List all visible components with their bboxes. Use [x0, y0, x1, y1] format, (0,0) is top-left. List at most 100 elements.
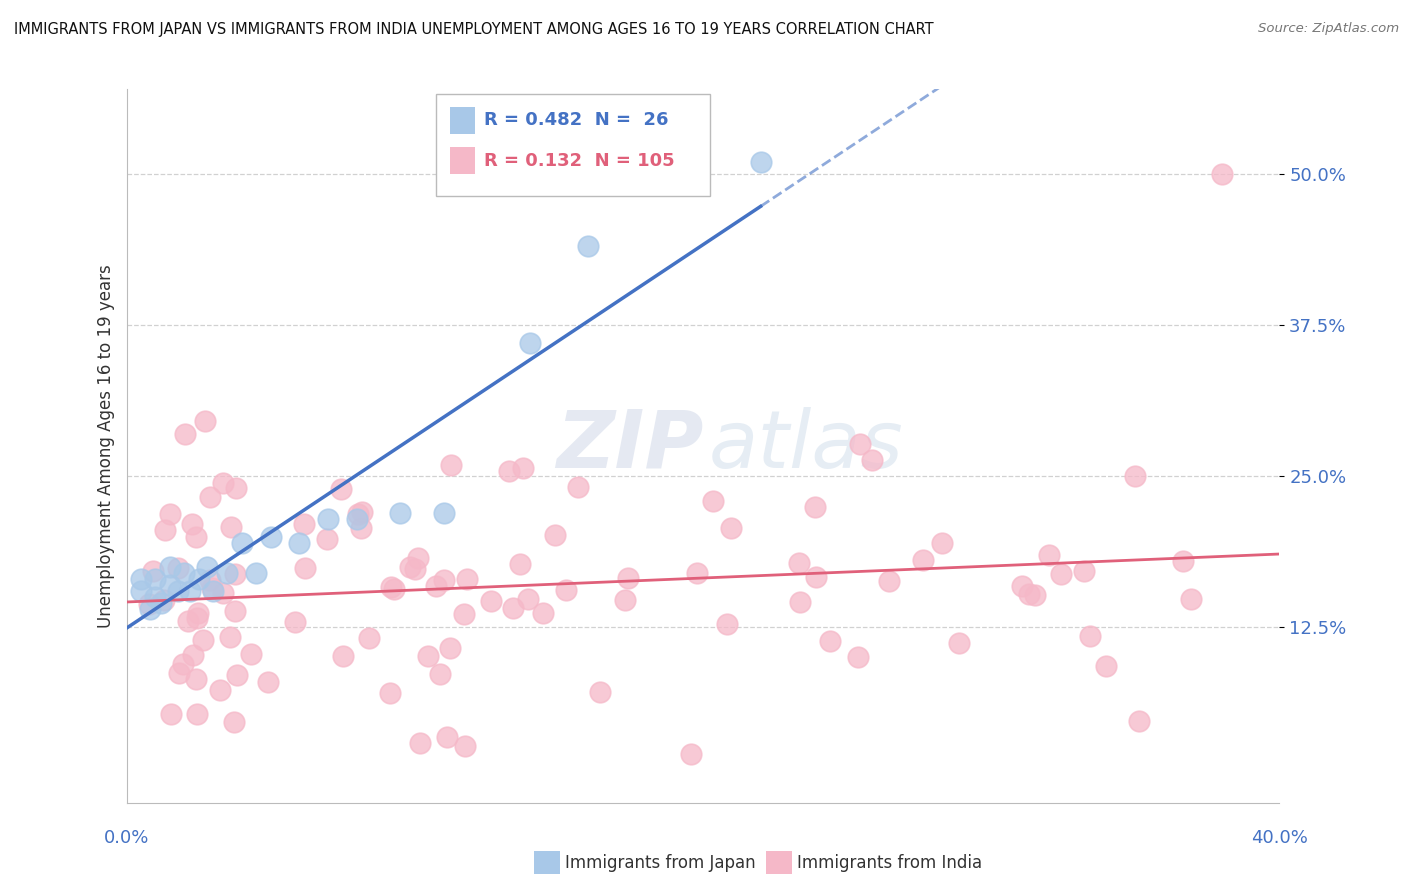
Point [186, 611, 208, 625]
Point [425, 579, 447, 593]
Point [167, 561, 190, 575]
Point [346, 511, 368, 525]
Point [702, 494, 724, 508]
Point [576, 239, 599, 253]
Point [1011, 579, 1033, 593]
Point [224, 567, 246, 582]
Point [519, 336, 541, 351]
Point [456, 572, 478, 586]
Point [406, 550, 429, 565]
Point [479, 594, 502, 608]
Point [218, 631, 240, 645]
Point [409, 736, 432, 750]
Point [159, 578, 181, 592]
Point [225, 481, 247, 495]
Point [382, 582, 405, 597]
Point [567, 480, 589, 494]
Point [350, 521, 373, 535]
Point [294, 561, 316, 575]
Point [380, 580, 402, 594]
Point [209, 682, 232, 697]
Point [129, 572, 152, 586]
Point [159, 707, 181, 722]
Point [440, 458, 463, 472]
Point [686, 566, 709, 580]
Point [211, 586, 233, 600]
Point [789, 595, 811, 609]
Point [416, 648, 439, 663]
Point [224, 604, 246, 618]
Point [315, 532, 337, 546]
Point [152, 592, 174, 607]
Point [202, 584, 225, 599]
Point [142, 564, 165, 578]
Point [436, 730, 458, 744]
Point [804, 569, 827, 583]
Point [720, 521, 742, 535]
Point [589, 685, 612, 699]
Point [389, 506, 412, 520]
Point [225, 667, 247, 681]
Point [948, 636, 970, 650]
Point [217, 566, 239, 580]
Point [288, 535, 311, 549]
Text: Immigrants from Japan: Immigrants from Japan [565, 854, 756, 871]
Point [911, 553, 934, 567]
Point [848, 437, 870, 451]
Point [1024, 588, 1046, 602]
Point [347, 507, 370, 521]
Point [1038, 548, 1060, 562]
Point [1073, 564, 1095, 578]
Point [1180, 591, 1202, 606]
Point [439, 641, 461, 656]
Point [167, 584, 190, 599]
Point [172, 657, 194, 672]
Point [150, 596, 173, 610]
Point [194, 414, 217, 428]
Point [679, 747, 702, 762]
Point [1173, 554, 1195, 568]
Point [846, 650, 869, 665]
Point [181, 648, 204, 662]
Point [818, 633, 841, 648]
Point [245, 566, 267, 580]
Point [145, 590, 166, 604]
Point [284, 615, 307, 630]
Point [145, 572, 166, 586]
Point [804, 500, 827, 515]
Point [180, 516, 202, 531]
Point [179, 584, 201, 599]
Point [1211, 167, 1233, 181]
Text: R = 0.132  N = 105: R = 0.132 N = 105 [484, 152, 675, 169]
Point [138, 597, 160, 611]
Point [177, 614, 200, 628]
Point [512, 461, 534, 475]
Text: atlas: atlas [709, 407, 904, 485]
Point [187, 606, 209, 620]
Point [716, 617, 738, 632]
Point [399, 560, 422, 574]
Point [453, 607, 475, 621]
Point [167, 665, 190, 680]
Point [554, 582, 576, 597]
Point [787, 556, 810, 570]
Point [509, 557, 531, 571]
Text: IMMIGRANTS FROM JAPAN VS IMMIGRANTS FROM INDIA UNEMPLOYMENT AMONG AGES 16 TO 19 : IMMIGRANTS FROM JAPAN VS IMMIGRANTS FROM… [14, 22, 934, 37]
Point [159, 560, 181, 574]
Point [433, 506, 456, 520]
Point [219, 520, 242, 534]
Point [1125, 469, 1147, 483]
Point [454, 739, 477, 754]
Point [174, 426, 197, 441]
Point [860, 453, 883, 467]
Point [544, 528, 567, 542]
Point [173, 566, 195, 580]
Point [531, 606, 554, 620]
Point [195, 560, 218, 574]
Point [517, 592, 540, 607]
Point [502, 601, 524, 615]
Point [292, 516, 315, 531]
Point [1128, 714, 1150, 728]
Point [359, 631, 381, 645]
Point [240, 647, 263, 661]
